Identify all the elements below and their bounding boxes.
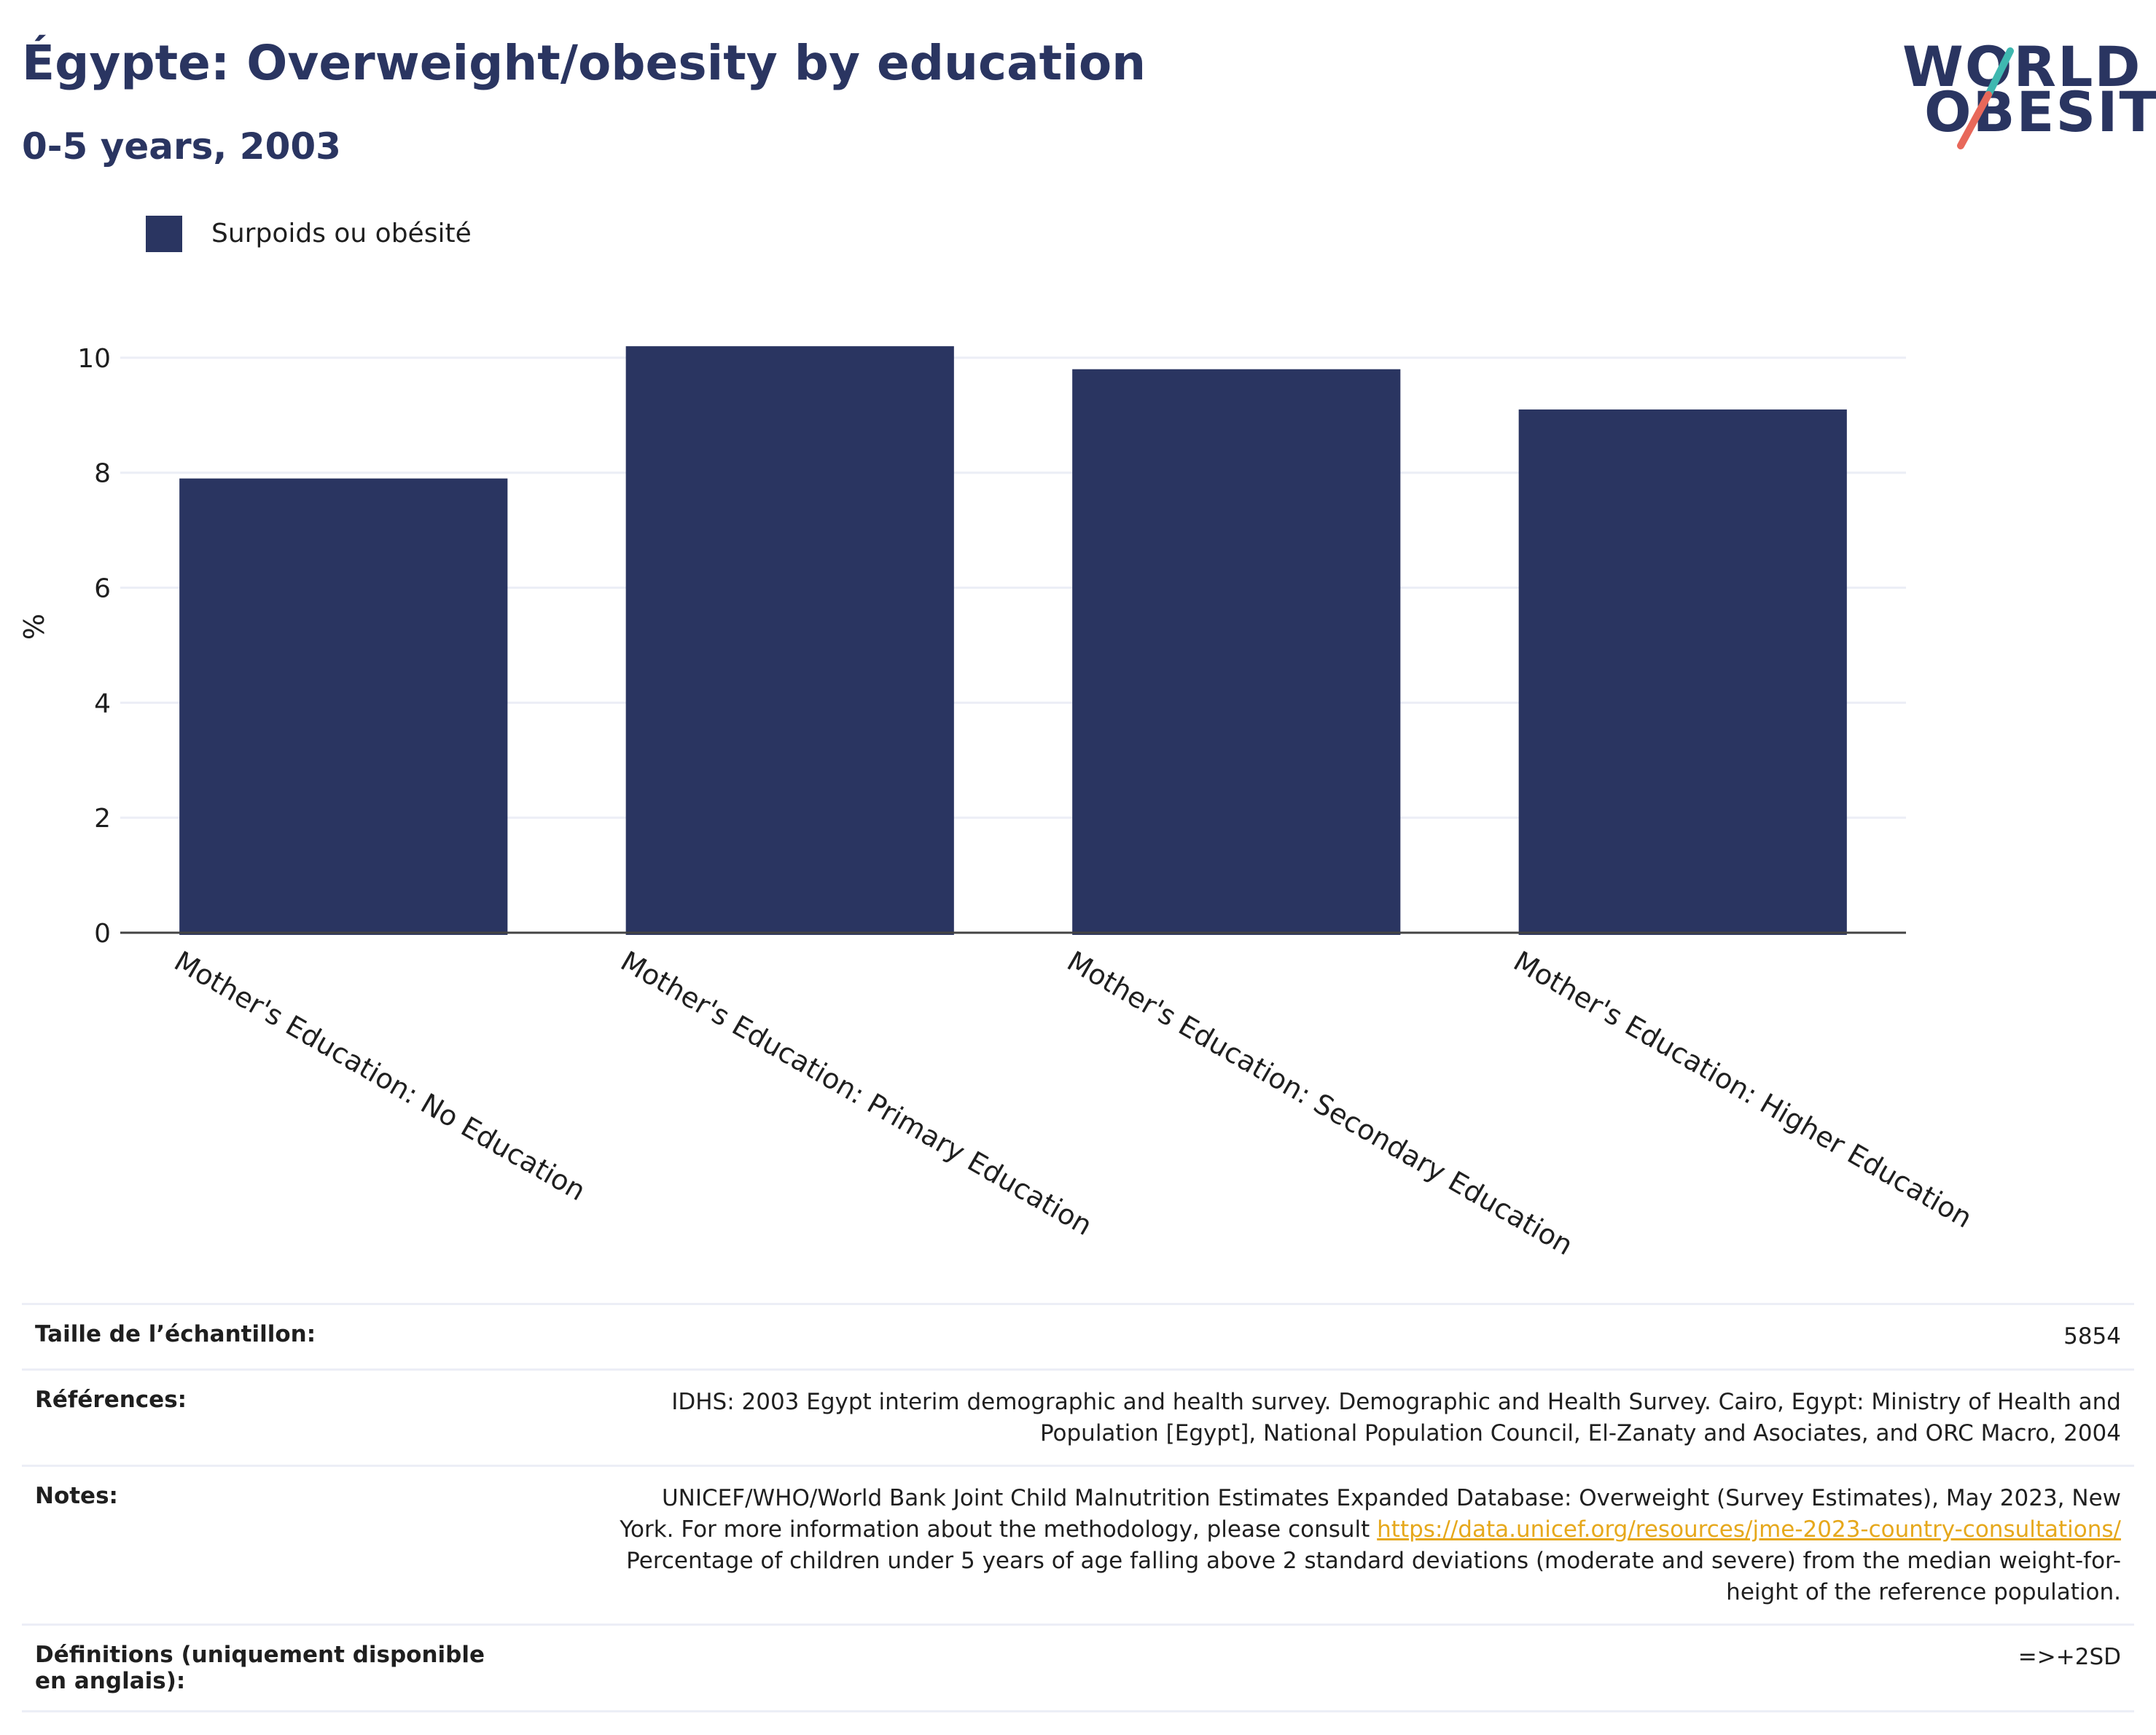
y-tick-label: 8 xyxy=(94,459,111,489)
references-line-1: IDHS: 2003 Egypt interim demographic and… xyxy=(671,1388,2121,1415)
x-category-label: Mother's Education: No Education xyxy=(169,945,591,1207)
y-tick-label: 10 xyxy=(77,344,111,374)
logo-text-obesity: OBESITY xyxy=(1924,79,2156,144)
references-row: Références: IDHS: 2003 Egypt interim dem… xyxy=(22,1369,2134,1466)
notes-value: UNICEF/WHO/World Bank Joint Child Malnut… xyxy=(529,1466,2134,1625)
references-value: IDHS: 2003 Egypt interim demographic and… xyxy=(529,1369,2134,1466)
bar[interactable] xyxy=(1518,409,1847,935)
x-category-label: Mother's Education: Higher Education xyxy=(1508,945,1977,1234)
sample-size-value: 5854 xyxy=(529,1304,2134,1370)
bar-chart: 0 2 4 6 8 10 Mother's Education: No Education… xyxy=(18,344,1977,1262)
definitions-row: Définitions (uniquement disponible en an… xyxy=(22,1624,2134,1712)
legend-label: Surpoids ou obésité xyxy=(211,219,472,248)
y-tick-label: 4 xyxy=(94,689,111,718)
notes-line-3: Percentage of children under 5 years of … xyxy=(626,1547,2121,1574)
world-obesity-logo: WORLD OBESITY xyxy=(1902,22,2156,160)
logo-slash-icon xyxy=(1957,47,2014,149)
sample-size-row: Taille de l’échantillon: 5854 xyxy=(22,1304,2134,1370)
notes-row: Notes: UNICEF/WHO/World Bank Joint Child… xyxy=(22,1465,2134,1625)
sample-size-key: Taille de l’échantillon: xyxy=(35,1321,316,1347)
bar[interactable] xyxy=(179,478,508,935)
notes-line-1: UNICEF/WHO/World Bank Joint Child Malnut… xyxy=(661,1485,2121,1512)
logo-text-world: WORLD xyxy=(1902,34,2142,99)
references-key: Références: xyxy=(35,1386,187,1413)
notes-methodology-link[interactable]: https://data.unicef.org/resources/jme-20… xyxy=(1377,1516,2121,1543)
bar[interactable] xyxy=(625,346,954,935)
definitions-value: =>+2SD xyxy=(529,1625,2134,1712)
y-tick-label: 6 xyxy=(94,574,111,604)
info-table: Taille de l’échantillon: 5854 Références… xyxy=(22,1303,2134,1712)
sample-size-value-text: 5854 xyxy=(2063,1323,2121,1350)
notes-line-4: height of the reference population. xyxy=(1726,1578,2121,1605)
notes-key: Notes: xyxy=(35,1483,118,1510)
references-line-2: Population [Egypt], National Population … xyxy=(1039,1419,2121,1446)
definitions-value-text: =>+2SD xyxy=(2018,1644,2121,1671)
definitions-key: Définitions (uniquement disponible en an… xyxy=(35,1642,485,1695)
chart-title: Égypte: Overweight/obesity by education xyxy=(22,35,1147,91)
x-category-label: Mother's Education: Secondary Education xyxy=(1062,945,1579,1262)
chart-subtitle: 0-5 years, 2003 xyxy=(22,125,341,168)
y-axis-title: % xyxy=(18,614,50,640)
y-tick-label: 2 xyxy=(94,804,111,834)
y-tick-label: 0 xyxy=(94,919,111,949)
legend-swatch xyxy=(146,216,182,252)
x-category-label: Mother's Education: Primary Education xyxy=(615,945,1098,1242)
notes-line-2: York. For more information about the met… xyxy=(620,1516,1378,1543)
bar[interactable] xyxy=(1072,369,1401,935)
